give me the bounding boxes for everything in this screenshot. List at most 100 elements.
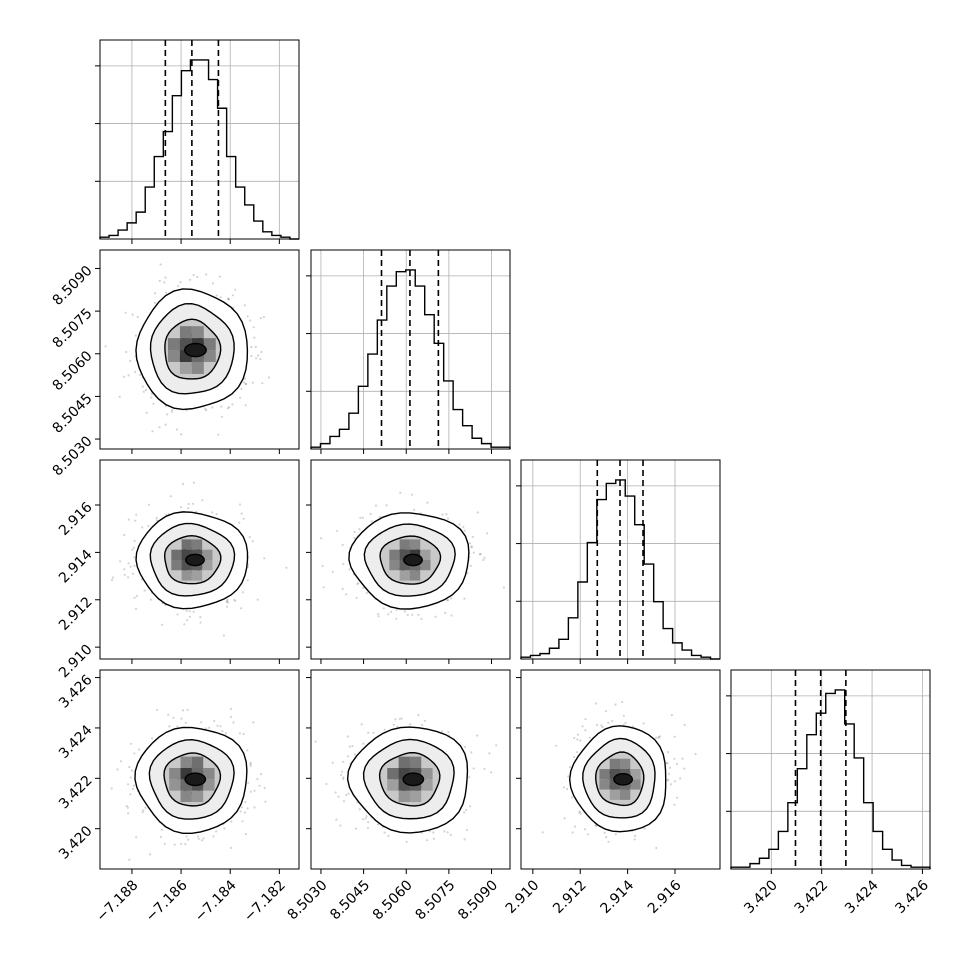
sample-point: [441, 730, 444, 733]
joint-panel-p2-p3: [516, 669, 721, 874]
sample-point: [428, 830, 431, 833]
density-cell: [399, 539, 410, 550]
joint-panel-content: [320, 491, 505, 621]
sample-point: [183, 623, 186, 626]
sample-point: [187, 502, 190, 506]
panel-frame: [520, 669, 721, 870]
density-cell: [398, 790, 410, 802]
panel-frame: [310, 669, 511, 870]
sample-point: [468, 776, 471, 779]
sample-point: [220, 405, 223, 408]
sample-point: [243, 811, 246, 814]
sample-point: [260, 773, 263, 776]
density-cell: [389, 559, 400, 571]
sample-point: [204, 727, 207, 730]
sample-point: [611, 720, 614, 723]
sample-point: [230, 820, 233, 823]
sample-point: [246, 579, 249, 582]
sample-point: [463, 838, 466, 841]
sample-point: [224, 732, 228, 735]
sample-point: [129, 776, 132, 779]
density-cell: [399, 570, 410, 581]
sample-point: [176, 725, 179, 728]
sample-point: [398, 717, 401, 720]
x-tick-label: 2.916: [645, 877, 685, 917]
sample-point: [356, 582, 359, 586]
sample-point: [483, 767, 486, 771]
density-cell: [398, 767, 410, 780]
sample-point: [127, 812, 130, 815]
density-cell: [202, 549, 213, 560]
y-tick-label: 8.5075: [50, 305, 96, 351]
sample-point: [249, 764, 252, 767]
sample-point: [177, 285, 180, 288]
sample-point: [607, 840, 610, 843]
density-cell: [171, 559, 182, 571]
sample-point: [164, 423, 167, 426]
sample-point: [446, 599, 450, 602]
joint-panel-content: [104, 263, 271, 436]
sample-point: [222, 634, 225, 637]
sample-point: [567, 775, 570, 778]
sample-point: [413, 508, 416, 511]
density-contour-core: [184, 772, 207, 787]
sample-point: [351, 745, 354, 748]
sample-point: [242, 732, 245, 736]
sample-point: [241, 591, 245, 594]
density-cell: [181, 570, 192, 581]
density-cell: [180, 756, 192, 768]
sample-point: [192, 481, 195, 484]
sample-point: [122, 375, 125, 378]
joint-panel-content: [110, 707, 267, 861]
sample-point: [634, 834, 637, 838]
sample-point: [155, 516, 158, 520]
sample-point: [385, 504, 388, 507]
sample-point: [392, 723, 395, 726]
sample-point: [410, 493, 413, 496]
sample-point: [406, 613, 409, 617]
sample-point: [377, 612, 380, 616]
sample-point: [226, 598, 229, 601]
joint-panel-p1-p2: [306, 459, 511, 664]
sample-point: [153, 292, 157, 295]
sample-point: [127, 576, 130, 579]
sample-point: [353, 536, 356, 540]
x-tick-label: 8.5090: [455, 877, 501, 923]
density-cell: [609, 779, 621, 790]
sample-point: [181, 483, 185, 486]
density-cell: [203, 338, 216, 351]
density-cell: [191, 790, 204, 802]
hist-panel-p2: [516, 459, 721, 664]
sample-point: [579, 739, 582, 742]
density-cell: [630, 769, 641, 780]
sample-point: [633, 838, 636, 841]
sample-point: [584, 828, 587, 831]
sample-point: [353, 530, 356, 534]
sample-point: [362, 742, 365, 745]
sample-point: [225, 599, 228, 602]
sample-point: [132, 546, 136, 549]
sample-point: [145, 411, 148, 414]
sample-point: [125, 804, 128, 808]
sample-point: [116, 768, 119, 771]
sample-point: [443, 830, 446, 833]
sample-point: [339, 824, 342, 827]
sample-point: [600, 724, 603, 727]
density-cell: [179, 326, 192, 339]
sample-point: [362, 586, 365, 590]
sample-point: [212, 835, 215, 838]
sample-point: [624, 721, 627, 724]
sample-point: [132, 784, 135, 787]
sample-point: [249, 763, 252, 766]
sample-point: [141, 811, 144, 814]
sample-point: [176, 613, 179, 616]
sample-point: [666, 779, 669, 782]
sample-point: [483, 556, 486, 559]
sample-point: [180, 433, 183, 436]
sample-point: [142, 390, 145, 393]
sample-point: [229, 846, 233, 850]
sample-point: [563, 817, 566, 820]
sample-point: [621, 700, 624, 704]
sample-point: [673, 780, 677, 783]
